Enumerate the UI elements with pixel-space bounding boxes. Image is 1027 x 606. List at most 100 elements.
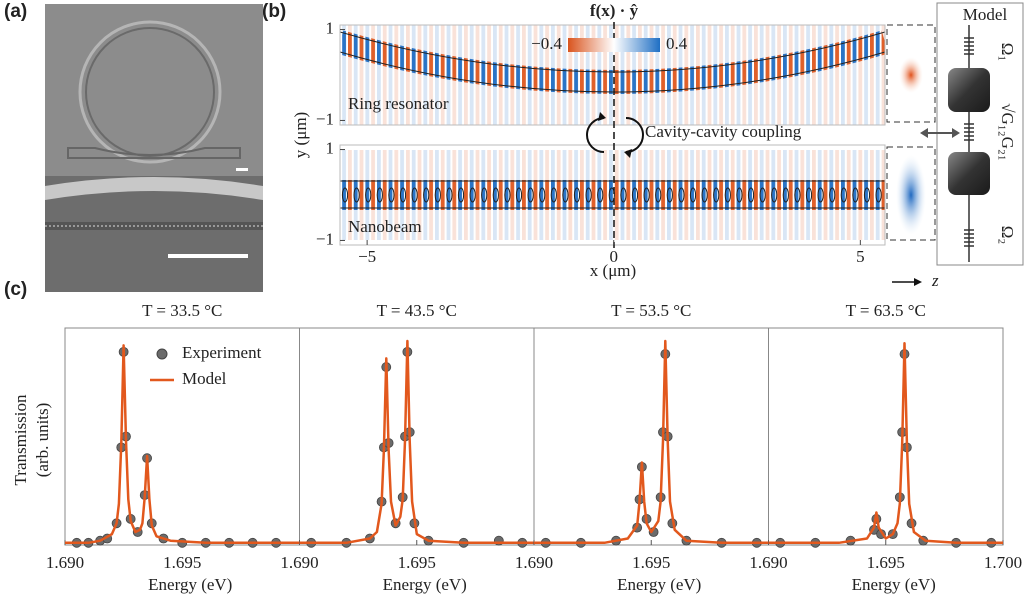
hole <box>817 187 824 203</box>
hole <box>399 187 407 203</box>
x-tick-label: 1.695 <box>632 553 670 572</box>
legend-label: Experiment <box>182 343 262 362</box>
field-map <box>339 2 1024 286</box>
hole <box>365 187 372 203</box>
chart-title: T = 43.5 °C <box>377 301 457 320</box>
x-tick-label: 1.695 <box>163 553 201 572</box>
x-axis-label: Energy (eV) <box>617 575 701 594</box>
x-tick-label: 1.700 <box>984 553 1022 572</box>
hole <box>376 187 383 203</box>
y-tick-label: −1 <box>316 229 334 248</box>
hole <box>353 187 360 203</box>
hole <box>840 187 847 203</box>
hole <box>562 187 569 203</box>
x-tick-label: 1.695 <box>398 553 436 572</box>
hole <box>643 187 650 203</box>
hole <box>608 187 615 203</box>
omega-label: Ω₁ <box>998 43 1017 62</box>
legend-label: Model <box>182 369 227 388</box>
hole <box>782 187 789 203</box>
plot-frame <box>533 327 769 546</box>
hole <box>423 187 430 203</box>
panel-label: (a) <box>4 1 27 22</box>
legend-marker <box>156 348 168 360</box>
y-tick-label: −1 <box>316 109 334 128</box>
hole <box>539 187 546 203</box>
hole <box>724 187 731 203</box>
hole <box>701 187 708 203</box>
hole <box>620 187 627 203</box>
colorbar <box>568 38 660 52</box>
x-tick-label: 1.690 <box>515 553 553 572</box>
x-tick-label: 5 <box>856 247 865 266</box>
hole <box>678 187 685 203</box>
hole <box>875 187 882 203</box>
subplot-label: Nanobeam <box>348 217 422 236</box>
hole <box>585 187 592 203</box>
x-axis-label: Energy (eV) <box>148 575 232 594</box>
hole <box>771 187 778 203</box>
coupling-text: Cavity-cavity coupling <box>645 122 802 141</box>
plot-frame <box>768 327 1004 546</box>
hole <box>597 187 604 203</box>
y-axis-label: (arb. units) <box>33 403 52 478</box>
hole <box>411 187 418 203</box>
chart-title: T = 33.5 °C <box>142 301 222 320</box>
subplot-label: Ring resonator <box>348 94 449 113</box>
sem-image <box>45 4 263 292</box>
hole <box>527 187 534 203</box>
x-tick-label: 0 <box>609 247 618 266</box>
hole <box>852 187 859 203</box>
hole <box>469 187 476 203</box>
hole <box>829 187 836 203</box>
model-line <box>299 339 534 545</box>
x-tick-label: 1.690 <box>749 553 787 572</box>
y-axis-label: y (μm) <box>291 112 310 158</box>
x-tick-label: 1.695 <box>867 553 905 572</box>
colorbar-title: f(x) · ŷ <box>590 1 639 20</box>
chart-title: T = 53.5 °C <box>611 301 691 320</box>
chart-title: T = 63.5 °C <box>846 301 926 320</box>
hole <box>515 187 523 203</box>
x-tick-label: −5 <box>358 247 376 266</box>
hole <box>434 187 441 203</box>
hole <box>863 187 871 203</box>
y-axis-label: Transmission <box>11 394 30 486</box>
hole <box>341 187 349 203</box>
hole <box>805 187 813 203</box>
y-tick-label: 1 <box>326 18 335 37</box>
hole <box>446 187 453 203</box>
model-title: Model <box>963 5 1008 24</box>
hole <box>713 187 720 203</box>
x-axis-label: Energy (eV) <box>383 575 467 594</box>
hole <box>655 187 662 203</box>
model-line <box>534 339 769 545</box>
plot-frame <box>299 327 535 546</box>
x-axis-label: Energy (eV) <box>852 575 936 594</box>
hole <box>689 187 697 203</box>
x-axis-label: x (μm) <box>590 261 636 280</box>
hole <box>631 187 639 203</box>
x-tick-label: 1.690 <box>280 553 318 572</box>
panel-label: (b) <box>262 1 286 22</box>
hole <box>457 187 465 203</box>
hole <box>759 187 766 203</box>
panel-label: (c) <box>4 279 27 300</box>
hole <box>492 187 499 203</box>
hole <box>481 187 488 203</box>
hole <box>388 187 395 203</box>
hole <box>573 187 581 203</box>
model-line <box>768 341 1003 545</box>
y-tick-label: 1 <box>326 138 335 157</box>
colorbar-tick-label: −0.4 <box>531 34 562 53</box>
hole <box>550 187 557 203</box>
hole <box>666 187 673 203</box>
hole <box>736 187 743 203</box>
x-tick-label: 1.690 <box>46 553 84 572</box>
axis-label: z <box>931 271 939 290</box>
omega-label: Ω₂ <box>998 226 1017 245</box>
model-line <box>65 344 300 545</box>
hole <box>747 187 755 203</box>
coupling-label: √G₁₂G₂₁ <box>998 103 1017 161</box>
